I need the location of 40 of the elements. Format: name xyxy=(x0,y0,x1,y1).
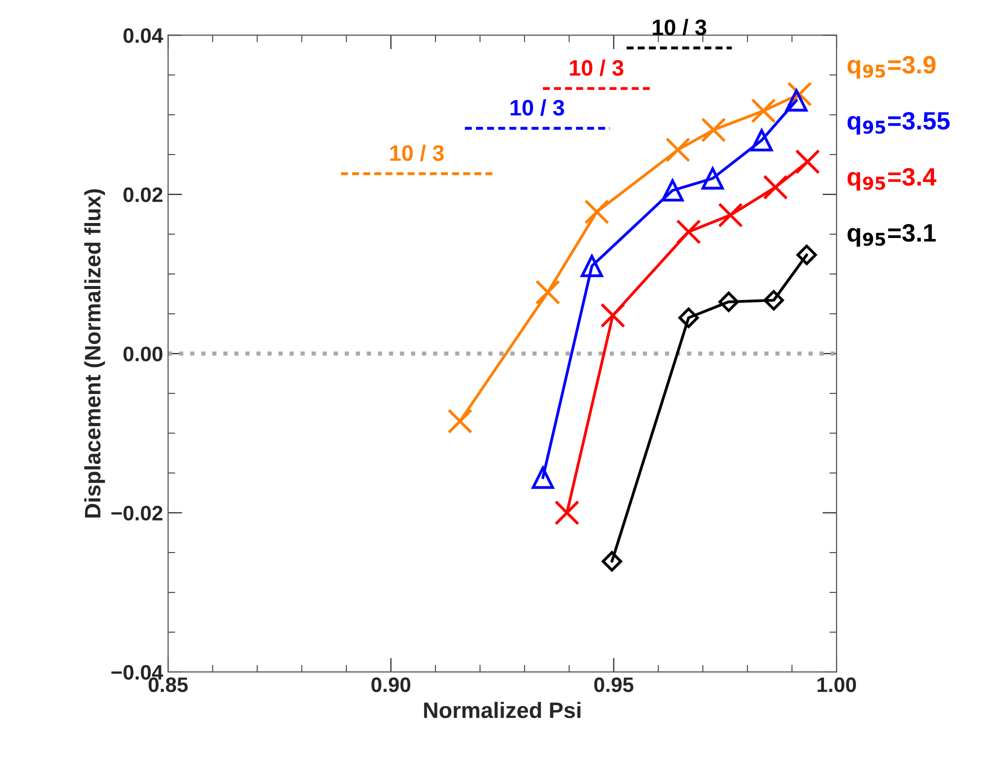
x-tick-label: 0.90 xyxy=(371,677,410,692)
point xyxy=(584,199,610,224)
point xyxy=(602,551,622,572)
point xyxy=(676,219,702,244)
series-label: q$_{95}$=3.9 xyxy=(848,56,936,79)
point xyxy=(665,137,690,162)
x-axis-title: Normalized Psi xyxy=(424,702,580,718)
y-tick-label: 0.00 xyxy=(124,346,162,362)
point xyxy=(763,290,784,310)
point xyxy=(554,500,580,526)
point xyxy=(795,149,820,174)
point xyxy=(718,202,743,228)
point xyxy=(535,280,560,305)
annotation: 10 / 3 xyxy=(652,18,706,36)
y-tick-label: −0.02 xyxy=(111,506,162,521)
point xyxy=(580,254,603,278)
point xyxy=(600,302,626,328)
series-label: q$_{95}$=3.4 xyxy=(848,168,936,191)
y-tick-label: 0.04 xyxy=(124,28,164,43)
point xyxy=(678,308,699,328)
annotation: 10 / 3 xyxy=(570,59,624,76)
y-tick-label: 0.02 xyxy=(124,187,162,202)
series-label: q$_{95}$=3.1 xyxy=(848,224,936,247)
point xyxy=(796,244,817,266)
point xyxy=(532,466,554,489)
point xyxy=(701,117,726,142)
point xyxy=(785,89,808,112)
point xyxy=(762,174,788,200)
point xyxy=(750,129,773,152)
point xyxy=(718,292,739,312)
point xyxy=(702,167,724,190)
series-label: q$_{95}$=3.55 xyxy=(848,112,950,135)
x-tick-label: 1.00 xyxy=(818,677,856,692)
x-tick-label: 0.95 xyxy=(594,677,634,692)
point xyxy=(447,408,472,434)
point xyxy=(750,98,776,124)
point xyxy=(661,179,684,202)
annotation: 10 / 3 xyxy=(390,144,444,162)
y-axis-title: Displacement (Normalized flux) xyxy=(84,189,105,518)
annotation: 10 / 3 xyxy=(510,99,564,116)
